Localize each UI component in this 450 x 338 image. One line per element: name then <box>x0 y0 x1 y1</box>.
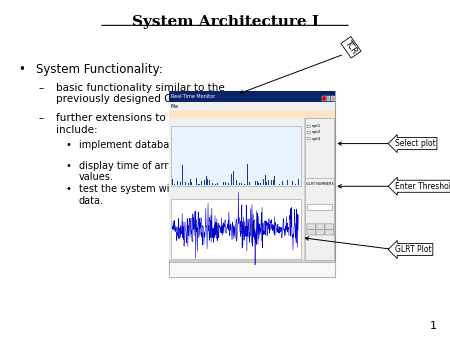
Text: test the system with the real time
data.: test the system with the real time data. <box>79 184 246 206</box>
Text: basic functionality similar to the
previously designed GUI.: basic functionality similar to the previ… <box>56 83 225 104</box>
FancyBboxPatch shape <box>206 176 207 185</box>
FancyBboxPatch shape <box>263 179 264 185</box>
FancyBboxPatch shape <box>212 183 213 185</box>
Text: •: • <box>65 161 71 171</box>
FancyBboxPatch shape <box>233 171 234 185</box>
Text: TCR: TCR <box>343 39 359 56</box>
Text: further extensions to the system
include:: further extensions to the system include… <box>56 113 227 135</box>
FancyBboxPatch shape <box>281 184 282 185</box>
FancyBboxPatch shape <box>207 179 208 185</box>
FancyBboxPatch shape <box>274 176 275 185</box>
FancyBboxPatch shape <box>307 204 332 211</box>
FancyBboxPatch shape <box>231 174 232 185</box>
FancyBboxPatch shape <box>179 179 180 185</box>
FancyBboxPatch shape <box>169 91 335 102</box>
FancyBboxPatch shape <box>217 184 218 185</box>
FancyBboxPatch shape <box>298 179 299 185</box>
FancyBboxPatch shape <box>325 230 333 235</box>
Circle shape <box>307 137 310 140</box>
Text: Enter Threshold: Enter Threshold <box>395 182 450 191</box>
FancyBboxPatch shape <box>201 182 202 185</box>
FancyBboxPatch shape <box>171 199 302 259</box>
Text: –: – <box>38 83 44 93</box>
FancyBboxPatch shape <box>214 183 215 185</box>
Text: Real-Time Monitor: Real-Time Monitor <box>171 94 215 99</box>
FancyBboxPatch shape <box>209 180 210 185</box>
FancyBboxPatch shape <box>279 184 280 185</box>
Text: GLRT NUMBERS: GLRT NUMBERS <box>306 182 333 186</box>
Text: 1: 1 <box>429 321 436 331</box>
FancyBboxPatch shape <box>316 224 324 229</box>
FancyBboxPatch shape <box>295 184 296 185</box>
Text: •: • <box>65 140 71 150</box>
Text: System Functionality:: System Functionality: <box>36 63 163 75</box>
FancyBboxPatch shape <box>316 230 324 235</box>
FancyBboxPatch shape <box>241 183 242 185</box>
FancyBboxPatch shape <box>307 224 315 229</box>
FancyBboxPatch shape <box>234 182 235 185</box>
FancyBboxPatch shape <box>177 181 178 185</box>
FancyBboxPatch shape <box>211 179 212 185</box>
FancyBboxPatch shape <box>293 181 294 185</box>
FancyBboxPatch shape <box>223 183 224 185</box>
FancyBboxPatch shape <box>169 262 335 277</box>
Text: Select plot: Select plot <box>395 139 436 148</box>
FancyBboxPatch shape <box>174 184 175 185</box>
FancyBboxPatch shape <box>171 126 302 186</box>
Text: –: – <box>38 113 44 123</box>
FancyBboxPatch shape <box>188 183 189 185</box>
FancyBboxPatch shape <box>327 96 330 101</box>
FancyBboxPatch shape <box>273 179 274 185</box>
Text: opt1: opt1 <box>312 124 321 128</box>
FancyBboxPatch shape <box>261 183 262 185</box>
Text: System Architecture I: System Architecture I <box>131 15 319 29</box>
FancyBboxPatch shape <box>169 118 304 260</box>
FancyBboxPatch shape <box>307 230 315 235</box>
FancyBboxPatch shape <box>169 111 335 118</box>
FancyBboxPatch shape <box>265 175 266 185</box>
FancyBboxPatch shape <box>204 180 205 185</box>
FancyBboxPatch shape <box>246 182 247 185</box>
FancyBboxPatch shape <box>228 183 229 185</box>
FancyBboxPatch shape <box>287 180 288 185</box>
FancyBboxPatch shape <box>322 96 326 101</box>
FancyBboxPatch shape <box>169 102 335 111</box>
FancyBboxPatch shape <box>305 118 334 260</box>
FancyBboxPatch shape <box>199 184 200 185</box>
FancyBboxPatch shape <box>202 182 203 185</box>
FancyBboxPatch shape <box>236 180 237 185</box>
FancyBboxPatch shape <box>260 184 261 185</box>
FancyBboxPatch shape <box>182 165 183 185</box>
FancyBboxPatch shape <box>258 183 259 185</box>
FancyBboxPatch shape <box>169 91 335 277</box>
FancyBboxPatch shape <box>331 96 335 101</box>
FancyBboxPatch shape <box>271 180 272 185</box>
FancyBboxPatch shape <box>185 182 186 185</box>
FancyBboxPatch shape <box>244 184 245 185</box>
Text: opt2: opt2 <box>312 130 321 135</box>
FancyBboxPatch shape <box>172 179 173 185</box>
FancyBboxPatch shape <box>325 224 333 229</box>
FancyBboxPatch shape <box>196 178 197 185</box>
Text: •: • <box>18 63 25 75</box>
FancyBboxPatch shape <box>266 182 267 185</box>
FancyBboxPatch shape <box>268 179 269 185</box>
Text: display time of arrival and threshold
values.: display time of arrival and threshold va… <box>79 161 256 182</box>
FancyBboxPatch shape <box>249 182 250 185</box>
Text: File: File <box>170 104 178 109</box>
FancyBboxPatch shape <box>180 183 181 185</box>
Text: •: • <box>65 184 71 194</box>
Circle shape <box>307 125 310 128</box>
Text: implement database.: implement database. <box>79 140 183 150</box>
FancyBboxPatch shape <box>255 180 256 185</box>
Text: GLRT Plot: GLRT Plot <box>395 245 431 254</box>
Circle shape <box>307 131 310 134</box>
Text: opt3: opt3 <box>312 137 321 141</box>
FancyBboxPatch shape <box>239 183 240 185</box>
